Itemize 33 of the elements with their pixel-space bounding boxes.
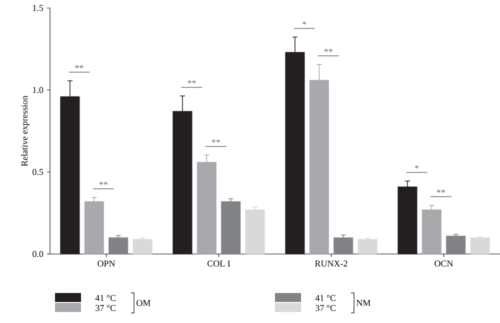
bar [245, 210, 265, 254]
legend-label: 41 °C [315, 294, 336, 302]
y-axis-title: Relative expression [21, 96, 30, 166]
x-tick-label: OCN [434, 260, 454, 267]
bar [108, 237, 128, 254]
bar [334, 237, 354, 254]
legend-label: 37 °C [96, 304, 116, 312]
annotation: * [302, 21, 306, 25]
y-tick-label: 1.5 [33, 4, 44, 12]
annotation: ** [75, 65, 84, 68]
bar [446, 236, 466, 254]
x-tick-label: COL I [208, 260, 230, 267]
x-tick-label: RUNX-2 [315, 260, 348, 267]
bar [132, 239, 152, 254]
bar [84, 201, 104, 254]
bar [358, 239, 378, 254]
annotation: * [414, 165, 419, 169]
annotation: ** [212, 139, 220, 143]
text: OM [136, 300, 150, 306]
bar [470, 237, 490, 254]
y-tick-label: 1.0 [33, 86, 44, 94]
annotation: ** [99, 182, 108, 186]
annotation: ** [188, 80, 196, 84]
text: NM [356, 300, 370, 306]
y-tick-label: 0.0 [32, 250, 44, 258]
bar [422, 210, 442, 254]
y-tick-label: 0.5 [32, 168, 44, 176]
x-tick-label: OPN [98, 260, 116, 267]
legend-label: 41 °C [95, 294, 116, 302]
annotation: ** [324, 48, 333, 52]
annotation: ** [436, 190, 446, 193]
bar [221, 201, 241, 254]
legend-label: 37 °C [316, 304, 336, 312]
